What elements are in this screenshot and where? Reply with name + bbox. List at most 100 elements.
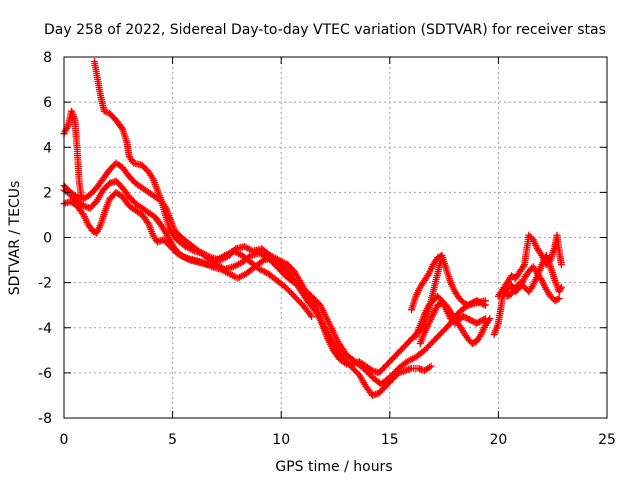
axis-ticks: 0 5 10 15 20 25 -8 -6 -4 -2 0 2 4 6 8 (38, 50, 616, 448)
data-point (506, 295, 508, 297)
y-tick-label: 8 (43, 50, 52, 66)
data-point (497, 322, 499, 324)
data-point (419, 286, 421, 288)
data-point (289, 273, 291, 275)
data-point (82, 214, 85, 216)
data-point (78, 180, 80, 182)
data-point (523, 277, 526, 279)
data-point (104, 209, 106, 211)
data-point (419, 324, 421, 327)
data-point (445, 268, 447, 270)
data-point (532, 284, 534, 286)
data-point (476, 340, 478, 342)
data-point (263, 259, 265, 261)
data-point (293, 270, 295, 272)
y-tick-label: -6 (38, 366, 52, 382)
data-point (406, 361, 408, 363)
data-point (315, 311, 317, 313)
data-point (284, 275, 287, 277)
data-point (476, 300, 478, 302)
data-point (76, 146, 78, 148)
data-point (545, 254, 547, 257)
data-point (115, 191, 117, 193)
data-point (391, 379, 393, 381)
data-point (161, 200, 163, 202)
data-point (458, 318, 460, 320)
data-point (554, 279, 556, 281)
data-point (467, 304, 469, 306)
data-point (545, 288, 547, 290)
data-point (306, 300, 308, 302)
data-point (558, 297, 560, 299)
data-point (365, 385, 367, 387)
data-point (532, 239, 534, 241)
data-point (148, 171, 150, 173)
data-point (102, 178, 104, 180)
x-tick-label: 0 (60, 432, 69, 448)
data-point (148, 223, 150, 225)
data-point (96, 200, 98, 202)
data-point (424, 313, 426, 315)
data-point (528, 270, 530, 272)
data-point (109, 112, 111, 114)
data-point (89, 207, 91, 209)
y-tick-label: -8 (38, 411, 52, 427)
data-point (91, 230, 93, 232)
data-point (354, 361, 356, 363)
data-point (206, 257, 208, 259)
data-point (428, 273, 430, 275)
y-tick-label: 6 (43, 95, 52, 111)
data-point (428, 304, 430, 306)
data-point (135, 203, 137, 205)
data-point (280, 264, 282, 266)
data-point (476, 322, 478, 324)
data-point (82, 198, 85, 200)
data-point (384, 385, 387, 387)
data-point (471, 302, 473, 304)
data-point (558, 291, 560, 293)
data-point (432, 340, 434, 342)
data-point (415, 356, 417, 358)
series-arc-4 (60, 188, 435, 399)
data-point (87, 223, 89, 225)
data-point (115, 180, 117, 182)
data-point (404, 370, 406, 372)
marker-trail (408, 252, 489, 314)
data-point (115, 119, 117, 121)
data-point (445, 309, 447, 311)
data-point (554, 300, 556, 302)
data-point (415, 295, 417, 297)
data-point (154, 196, 156, 198)
data-point (332, 342, 334, 345)
data-point (228, 273, 230, 275)
data-point (293, 295, 295, 297)
data-points (60, 58, 565, 399)
data-point (497, 295, 499, 297)
data-point (441, 300, 443, 302)
y-tick-label: -4 (38, 321, 52, 337)
data-point (148, 191, 150, 193)
data-point (198, 261, 200, 263)
data-point (467, 338, 469, 340)
data-point (510, 284, 512, 286)
data-point (458, 311, 460, 313)
y-tick-label: 4 (43, 140, 52, 156)
data-point (103, 110, 105, 112)
data-point (463, 302, 465, 304)
data-point (185, 245, 187, 248)
data-point (241, 261, 243, 263)
data-point (152, 178, 154, 180)
data-point (141, 187, 143, 189)
data-point (69, 194, 72, 196)
series-arc-7 (412, 292, 489, 341)
data-point (141, 214, 143, 216)
data-point (76, 205, 78, 207)
data-point (267, 273, 269, 275)
y-tick-label: 0 (43, 231, 52, 247)
data-point (458, 297, 460, 299)
data-point (358, 374, 360, 376)
data-point (135, 209, 137, 211)
data-point (432, 264, 434, 266)
data-point (437, 295, 439, 297)
data-point (300, 282, 302, 284)
